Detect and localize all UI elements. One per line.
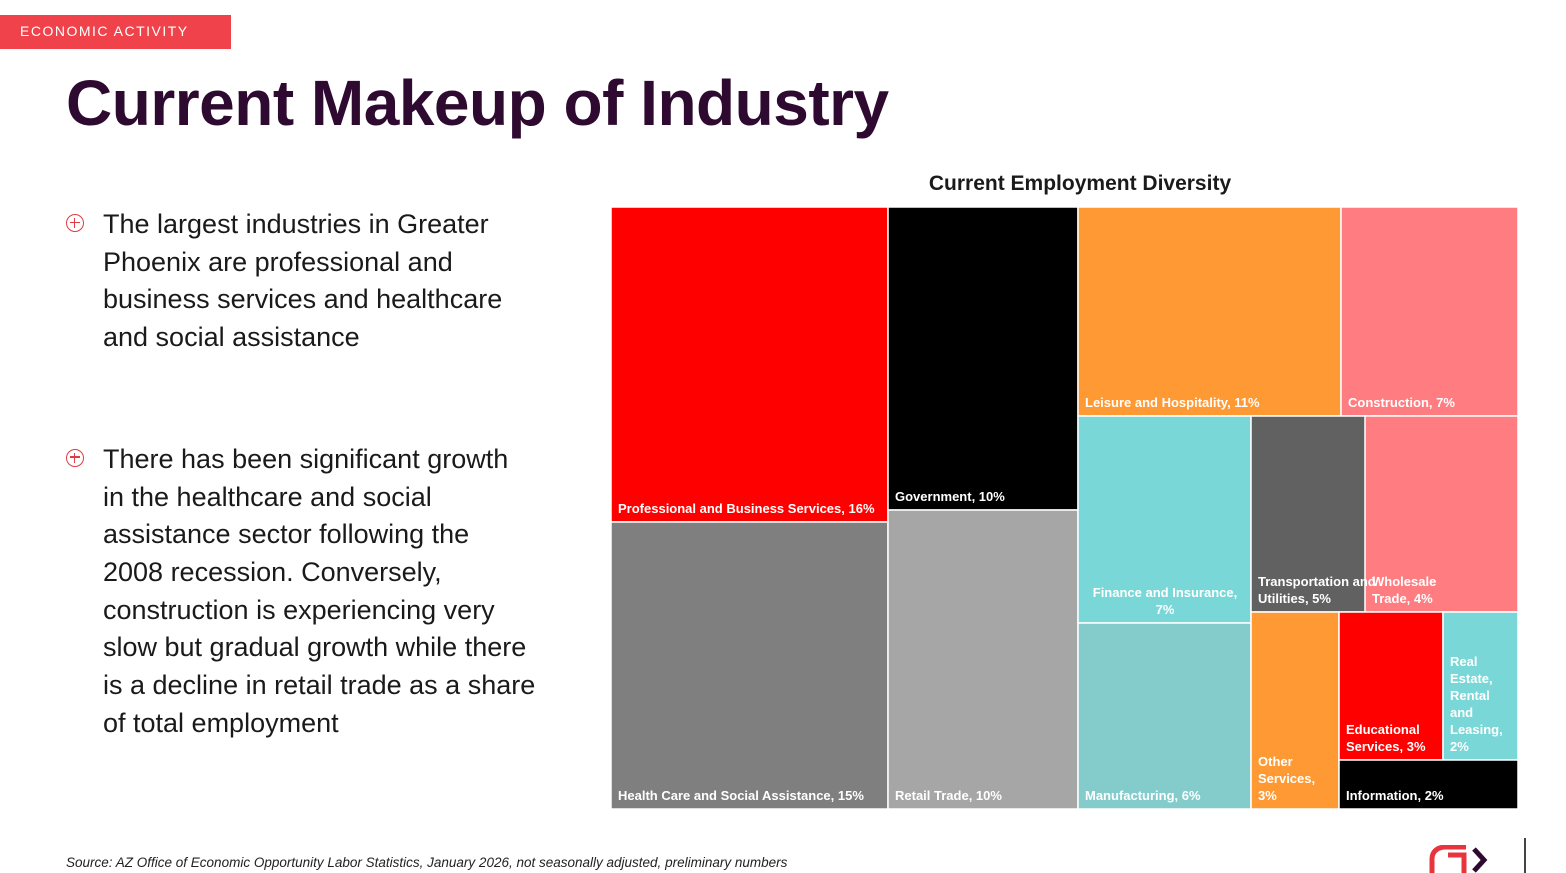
treemap-tile-label: Educational Services, 3% — [1346, 722, 1426, 754]
treemap-tile — [887, 509, 1079, 809]
treemap-tile-label: Manufacturing, 6% — [1085, 788, 1201, 803]
treemap-tile-label: Professional and Business Services, 16% — [618, 501, 875, 516]
treemap-tile — [1077, 207, 1342, 417]
treemap-tile-label: Information, 2% — [1346, 788, 1444, 803]
bullet-text: The largest industries in Greater Phoeni… — [103, 209, 503, 353]
treemap-tile-label: Other Services, 3% — [1258, 754, 1316, 803]
treemap-tile — [1077, 415, 1252, 624]
circle-plus-icon — [66, 214, 84, 232]
treemap-tile-label: Government, 10% — [895, 489, 1005, 504]
treemap-tile — [1442, 611, 1518, 761]
treemap-chart: Professional and Business Services, 16% H… — [611, 207, 1518, 809]
treemap-tile — [1364, 415, 1518, 613]
bullet-item: There has been significant growth in the… — [66, 441, 536, 743]
treemap-tile — [1338, 611, 1444, 761]
treemap-svg — [611, 207, 1518, 809]
treemap-tile-label: Transportation and Utilities, 5% — [1258, 574, 1376, 606]
page-title: Current Makeup of Industry — [66, 67, 889, 139]
treemap-tile-label: Leisure and Hospitality, 11% — [1085, 395, 1260, 410]
treemap-tile — [611, 521, 889, 809]
treemap-tile — [1340, 207, 1518, 417]
bullet-item: The largest industries in Greater Phoeni… — [66, 206, 536, 357]
treemap-tile-label: Construction, 7% — [1348, 395, 1455, 410]
bullet-list: The largest industries in Greater Phoeni… — [66, 206, 536, 742]
treemap-tile — [1077, 622, 1252, 809]
bullet-text: There has been significant growth in the… — [103, 443, 536, 738]
footer-divider — [1524, 838, 1526, 873]
treemap-tile-label: Health Care and Social Assistance, 15% — [618, 788, 864, 803]
gpec-logo-icon — [1429, 845, 1488, 873]
treemap-tile — [1250, 611, 1340, 809]
chart-title: Current Employment Diversity — [928, 172, 1232, 195]
treemap-tile-label: Wholesale Trade, 4% — [1372, 574, 1437, 606]
treemap-tile — [887, 207, 1079, 511]
treemap-tile-label: Real Estate, Rental and Leasing, 2% — [1450, 654, 1503, 754]
circle-plus-icon — [66, 448, 84, 467]
treemap-tile-label: Retail Trade, 10% — [895, 788, 1002, 803]
treemap-tile — [611, 207, 889, 523]
source-note: Source: AZ Office of Economic Opportunit… — [66, 855, 788, 870]
section-tag: ECONOMIC ACTIVITY — [0, 15, 231, 49]
treemap-tile-label: Finance and Insurance, 7% — [1092, 585, 1238, 617]
treemap-tile — [1338, 759, 1518, 809]
